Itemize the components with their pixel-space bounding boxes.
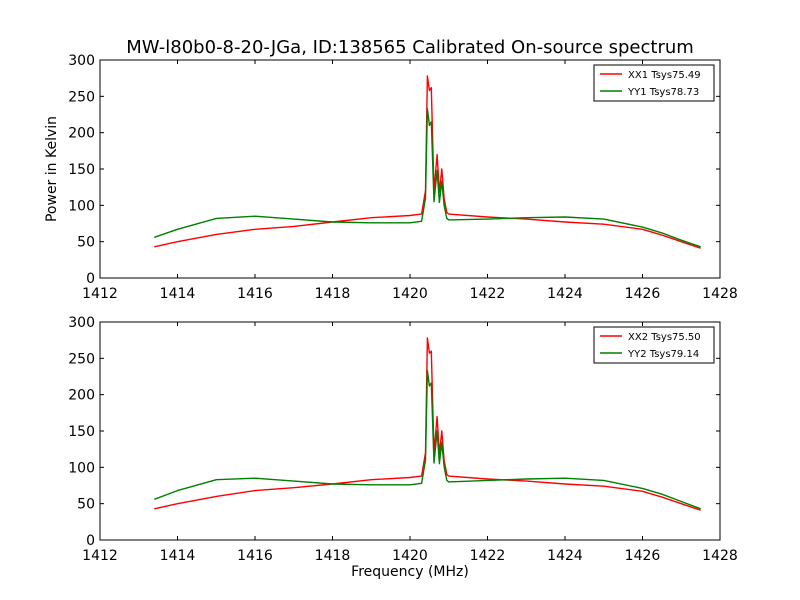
x-tick-label: 1412 bbox=[82, 286, 118, 302]
y-tick-label: 100 bbox=[68, 460, 95, 476]
legend: XX1 Tsys75.49 YY1 Tsys78.73 bbox=[593, 64, 715, 102]
y-tick-label: 50 bbox=[77, 235, 95, 251]
legend-label: YY1 Tsys78.73 bbox=[627, 87, 699, 98]
x-tick-label: 1418 bbox=[315, 286, 351, 302]
y-tick-label: 250 bbox=[68, 351, 95, 367]
x-axis-label: Frequency (MHz) bbox=[351, 564, 469, 580]
series-line-1 bbox=[154, 75, 701, 249]
legend-label: XX1 Tsys75.49 bbox=[628, 70, 701, 81]
x-tick-label: 1424 bbox=[547, 286, 583, 302]
x-tick-label: 1416 bbox=[237, 286, 273, 302]
y-tick-label: 300 bbox=[68, 53, 95, 69]
chart-title: MW-l80b0-8-20-JGa, ID:138565 Calibrated … bbox=[126, 37, 694, 58]
y-axis-label: Power in Kelvin bbox=[44, 116, 60, 222]
series-line-2 bbox=[154, 370, 701, 510]
x-tick-label: 1422 bbox=[470, 548, 506, 564]
top-spectrum-plot: 1412 1414 1416 1418 1420 1422 1424 1426 1428 0 50 1… bbox=[68, 53, 738, 302]
y-tick-label: 300 bbox=[68, 315, 95, 331]
x-tick-label: 1420 bbox=[392, 286, 428, 302]
x-tick-label: 1424 bbox=[547, 548, 583, 564]
y-tick-label: 0 bbox=[86, 271, 95, 287]
y-tick-label: 200 bbox=[68, 388, 95, 404]
legend-label: XX2 Tsys75.50 bbox=[628, 332, 701, 343]
x-tick-label: 1414 bbox=[160, 548, 196, 564]
x-tick-label: 1414 bbox=[160, 286, 196, 302]
legend-box bbox=[593, 64, 715, 102]
y-tick-label: 100 bbox=[68, 198, 95, 214]
y-tick-label: 150 bbox=[68, 424, 95, 440]
legend-box bbox=[593, 326, 715, 364]
y-tick-label: 0 bbox=[86, 533, 95, 549]
x-tick-label: 1428 bbox=[702, 286, 738, 302]
legend-label: YY2 Tsys79.14 bbox=[627, 349, 699, 360]
legend: XX2 Tsys75.50 YY2 Tsys79.14 bbox=[593, 326, 715, 364]
x-tick-label: 1418 bbox=[315, 548, 351, 564]
y-tick-label: 150 bbox=[68, 162, 95, 178]
series-line-2 bbox=[154, 107, 701, 248]
y-tick-label: 50 bbox=[77, 497, 95, 513]
x-tick-label: 1422 bbox=[470, 286, 506, 302]
y-tick-label: 200 bbox=[68, 126, 95, 142]
x-tick-label: 1428 bbox=[702, 548, 738, 564]
series-line-1 bbox=[154, 337, 701, 511]
x-tick-label: 1426 bbox=[625, 286, 661, 302]
y-tick-label: 250 bbox=[68, 89, 95, 105]
bottom-spectrum-plot: 1412 1414 1416 1418 1420 1422 1424 1426 1428 0 50 1… bbox=[68, 315, 738, 564]
x-tick-label: 1416 bbox=[237, 548, 273, 564]
x-tick-label: 1420 bbox=[392, 548, 428, 564]
x-tick-label: 1426 bbox=[625, 548, 661, 564]
x-tick-label: 1412 bbox=[82, 548, 118, 564]
